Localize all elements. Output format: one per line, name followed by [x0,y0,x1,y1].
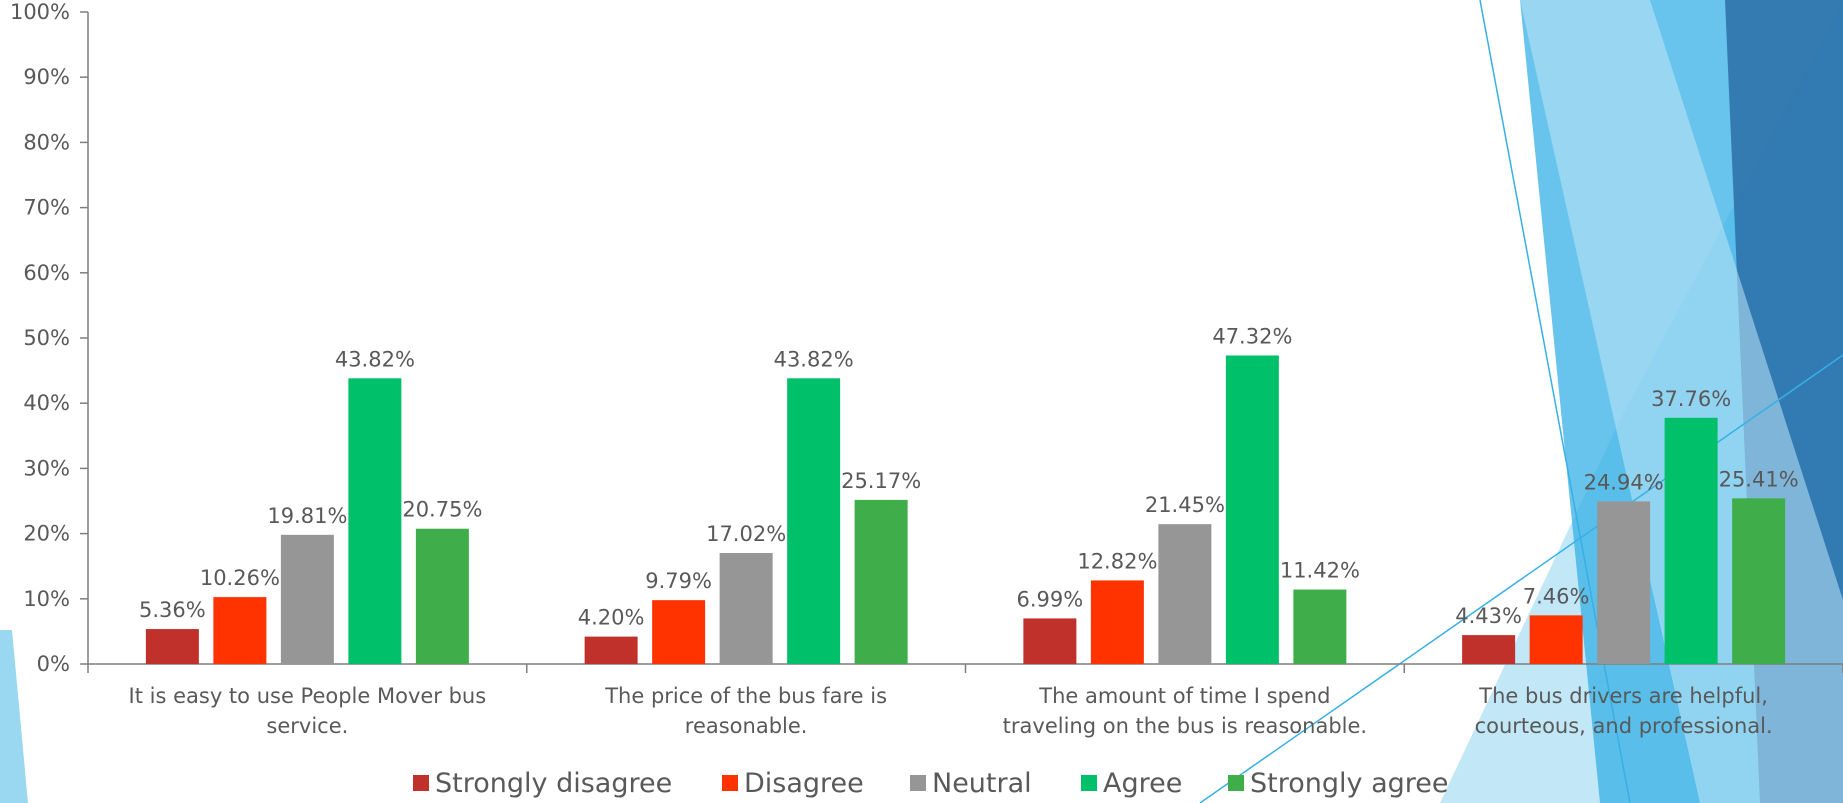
bar [584,636,638,664]
bar [652,600,706,664]
data-label: 9.79% [645,569,712,593]
legend-label: Disagree [744,768,864,799]
data-label: 37.76% [1651,387,1731,411]
bar [1293,589,1347,664]
data-label: 25.17% [841,469,921,493]
data-label: 19.81% [267,504,347,528]
bar [280,534,334,664]
category-label: It is easy to use People Mover bus servic… [129,684,487,738]
bar [348,378,402,664]
y-tick-label: 20% [23,522,70,546]
bar [854,499,908,664]
bar [787,378,841,664]
data-label: 6.99% [1017,587,1084,611]
decor-line [1199,354,1843,803]
legend-swatch [722,775,738,791]
legend-label: Agree [1103,768,1182,799]
data-label: 43.82% [774,347,854,371]
data-label: 12.82% [1077,549,1157,573]
bars [145,355,1786,664]
category-label: The amount of time I spend traveling on t… [1003,684,1367,738]
decor-line [1479,0,1631,803]
data-label: 11.42% [1280,559,1360,583]
data-label: 24.94% [1584,470,1664,494]
y-tick-label: 10% [23,587,70,611]
legend-swatch [1081,775,1097,791]
data-label: 25.41% [1719,467,1799,491]
category-label: The price of the bus fare is reasonable. [604,684,887,738]
bar [1732,498,1786,664]
y-tick-label: 0% [37,652,70,676]
bar [1664,417,1718,664]
category-label: The bus drivers are helpful, courteous, a… [1475,684,1773,738]
data-label: 5.36% [139,598,206,622]
data-labels: 5.36% 10.26% 19.81% 43.82% 20.75% 4.20%9.79% 1… [139,324,1799,629]
data-label: 10.26% [200,566,280,590]
bar [1462,635,1516,664]
y-tick-label: 30% [23,456,70,480]
bar [1158,524,1212,664]
bar [213,597,267,664]
legend-label: Strongly agree [1250,768,1448,799]
bar [719,553,773,664]
legend-swatch [1228,775,1244,791]
bar [1597,501,1651,664]
y-tick-label: 90% [23,65,70,89]
legend-swatch [910,775,926,791]
y-tick-label: 50% [23,326,70,350]
legend: Strongly disagree Disagree Neutral Agree Str… [413,768,1448,799]
data-label: 4.20% [578,606,645,630]
data-label: 17.02% [706,522,786,546]
bar [145,629,199,664]
y-tick-label: 80% [23,130,70,154]
data-label: 47.32% [1212,324,1292,348]
legend-label: Neutral [932,768,1032,799]
bar [1225,355,1279,664]
category-labels: It is easy to use People Mover bus servic… [129,684,1773,738]
data-label: 7.46% [1523,584,1590,608]
data-label: 21.45% [1145,493,1225,517]
legend-label: Strongly disagree [435,768,672,799]
y-tick-label: 100% [10,0,70,24]
y-tick-label: 40% [23,391,70,415]
data-label: 20.75% [402,498,482,522]
data-label: 43.82% [335,347,415,371]
bar [415,528,469,664]
bar [1023,618,1077,664]
bar [1090,580,1144,664]
legend-swatch [413,775,429,791]
y-axis: 0% 10% 20% 30% 40% 50% 60% 70% 80% 90% 100% [10,0,89,676]
bar [1529,615,1583,664]
decor-shape-left [0,630,28,803]
data-label: 4.43% [1455,604,1522,628]
y-tick-label: 70% [23,196,70,220]
y-tick-label: 60% [23,261,70,285]
